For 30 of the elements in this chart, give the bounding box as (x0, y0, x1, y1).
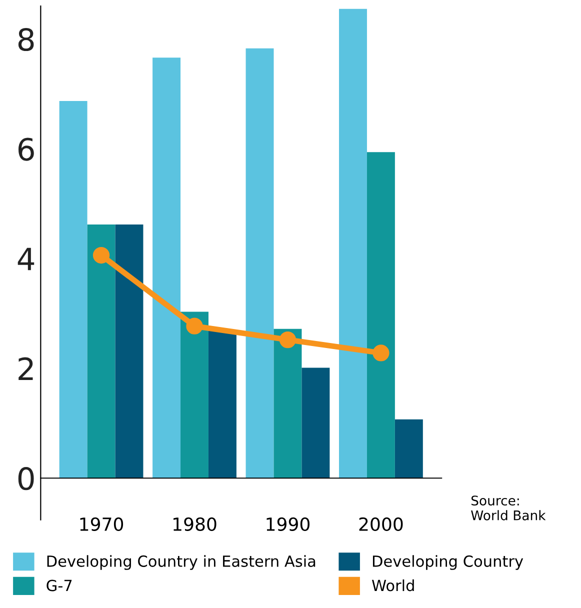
legend-label: Developing Country (372, 555, 524, 570)
legend-label: Developing Country in Eastern Asia (47, 555, 316, 570)
legend-label: G-7 (46, 580, 72, 592)
x-tick-label: 1970 (80, 517, 124, 531)
bar (59, 101, 88, 478)
bar (302, 368, 330, 478)
x-tick-label: 1980 (174, 517, 216, 531)
bar (246, 48, 274, 478)
x-tick-label: 2000 (359, 517, 403, 531)
bar (180, 312, 208, 478)
point (279, 331, 296, 348)
bar (208, 331, 236, 478)
y-tick-label: 2 (18, 357, 33, 380)
legend-label: World (372, 579, 414, 592)
y-tick-label: 8 (18, 28, 34, 52)
bar (87, 224, 116, 478)
y-tick-label: 0 (18, 467, 34, 490)
source-note: Source: World Bank (471, 496, 546, 520)
y-tick-label: 6 (18, 138, 34, 161)
point (186, 318, 203, 334)
bar (115, 224, 144, 478)
point (92, 246, 110, 264)
bar (394, 419, 423, 478)
bar (339, 8, 367, 478)
point (372, 344, 390, 362)
bar (366, 152, 395, 478)
y-tick-label: 4 (18, 248, 34, 270)
x-tick-label: 1990 (266, 517, 310, 531)
bar (152, 58, 181, 478)
bar (274, 328, 302, 478)
